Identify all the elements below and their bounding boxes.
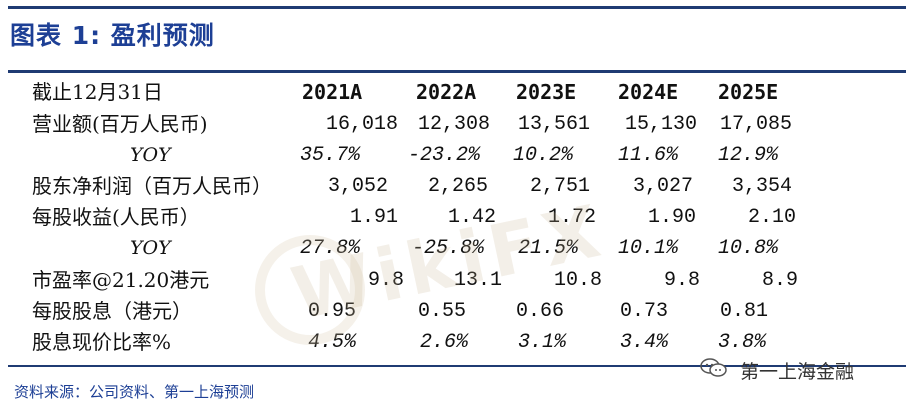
table-cell: 13.1 — [454, 269, 503, 292]
table-header-row: 截止12月31日 2021A 2022A 2023E 2024E 2025E — [8, 77, 906, 108]
table-cell: 0.81 — [720, 300, 769, 323]
table-cell: 11.6% — [618, 144, 679, 167]
table-cell: 35.7% — [300, 144, 361, 167]
table-cell: 1.42 — [448, 206, 497, 229]
table-row: 股东净利润（百万人民币） 3,052 2,265 2,751 3,027 3,3… — [8, 171, 906, 202]
table-cell: 2,751 — [530, 175, 591, 198]
table-row: 每股股息（港元） 0.95 0.55 0.66 0.73 0.81 — [8, 296, 906, 327]
table-cell: 10.8% — [718, 237, 779, 260]
table-cell: 4.5% — [308, 331, 357, 354]
table-cell: 10.1% — [618, 237, 679, 260]
table-cell: 15,130 — [625, 113, 698, 136]
table-cell: 0.66 — [516, 300, 565, 323]
top-rule — [8, 6, 906, 9]
row-label: YOY — [130, 237, 171, 259]
table-cell: 3.8% — [718, 331, 767, 354]
table-cell: 3.4% — [620, 331, 669, 354]
table-cell: 3.1% — [518, 331, 567, 354]
table-cell: 1.72 — [548, 206, 597, 229]
table-cell: 21.5% — [518, 237, 579, 260]
table-cell: 1.90 — [648, 206, 697, 229]
table-cell: 1.91 — [350, 206, 399, 229]
table-cell: 12,308 — [418, 113, 491, 136]
table-cell: 10.2% — [513, 144, 574, 167]
table-cell: 10.8 — [554, 269, 603, 292]
row-label: 每股收益(人民币） — [32, 205, 200, 229]
row-label: YOY — [130, 144, 171, 166]
table-cell: 2.6% — [420, 331, 469, 354]
wechat-icon — [700, 357, 728, 388]
header-year: 2021A — [302, 80, 363, 104]
table-row: 每股收益(人民币） 1.91 1.42 1.72 1.90 2.10 — [8, 202, 906, 233]
table-cell: 3,354 — [732, 175, 793, 198]
table-cell: 13,561 — [518, 113, 591, 136]
table-row: 股息现价比率% 4.5% 2.6% 3.1% 3.4% 3.8% — [8, 327, 906, 358]
table-cell: 8.9 — [762, 269, 799, 292]
table-cell: 3,052 — [328, 175, 389, 198]
brand: 第一上海金融 — [700, 357, 854, 387]
table-cell: -23.2% — [408, 144, 481, 167]
table-cell: 16,018 — [326, 113, 399, 136]
forecast-table: 截止12月31日 2021A 2022A 2023E 2024E 2025E 营… — [8, 70, 906, 367]
table-cell: 2.10 — [748, 206, 797, 229]
table-cell: -25.8% — [412, 237, 485, 260]
table-row: 营业额(百万人民币) 16,018 12,308 13,561 15,130 1… — [8, 109, 906, 140]
table-cell: 0.73 — [620, 300, 669, 323]
brand-name: 第一上海金融 — [740, 361, 855, 383]
row-label: 股息现价比率% — [32, 330, 172, 354]
source-note: 资料来源：公司资料、第一上海预测 — [14, 383, 255, 401]
table-cell: 0.55 — [418, 300, 467, 323]
header-year: 2024E — [618, 80, 679, 104]
header-year: 2022A — [416, 80, 477, 104]
row-label: 营业额(百万人民币) — [32, 112, 208, 136]
table-row: 市盈率@21.20港元 9.8 13.1 10.8 9.8 8.9 — [8, 265, 906, 296]
table-cell: 0.95 — [308, 300, 357, 323]
table-cell: 27.8% — [300, 237, 361, 260]
table-cell: 3,027 — [633, 175, 694, 198]
row-label: 每股股息（港元） — [32, 299, 192, 323]
header-year: 2023E — [516, 80, 577, 104]
header-label: 截止12月31日 — [32, 80, 163, 104]
header-year: 2025E — [718, 80, 779, 104]
table-cell: 17,085 — [720, 113, 793, 136]
table-cell: 9.8 — [664, 269, 701, 292]
row-label: 股东净利润（百万人民币） — [32, 174, 272, 198]
table-cell: 2,265 — [428, 175, 489, 198]
table-row: YOY 35.7% -23.2% 10.2% 11.6% 12.9% — [8, 140, 906, 171]
table-cell: 9.8 — [368, 269, 405, 292]
table-row: YOY 27.8% -25.8% 21.5% 10.1% 10.8% — [8, 233, 906, 264]
table-cell: 12.9% — [718, 144, 779, 167]
page-title: 图表 1: 盈利预测 — [10, 21, 215, 50]
row-label: 市盈率@21.20港元 — [32, 268, 210, 292]
